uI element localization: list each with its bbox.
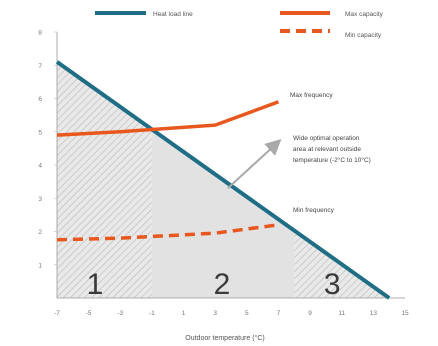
x-tick-label: -1	[149, 310, 155, 317]
zone-1-label: 1	[87, 268, 104, 301]
y-tick-label: 6	[38, 96, 42, 103]
y-tick-label: 3	[38, 196, 42, 203]
x-tick-label: 3	[213, 310, 217, 317]
y-tick-label: 5	[38, 129, 42, 136]
y-tick-label: 8	[38, 30, 42, 37]
series-line-max_capacity	[56, 100, 280, 137]
legend: Heat load line Max capacity Min capacity	[95, 11, 384, 39]
x-tick-label: 7	[277, 310, 281, 317]
annotations-layer: Max frequency Min frequency Wide optimal o…	[227, 92, 371, 214]
x-tick-label: 13	[370, 310, 378, 317]
zone-3-label: 3	[324, 268, 341, 301]
series-line-heat_load	[55, 60, 391, 300]
y-tick-label: 1	[38, 262, 42, 269]
annotation-wide-line-2: area at relevant outside	[293, 146, 361, 153]
x-axis-label: Outdoor temperature (°C)	[185, 334, 264, 342]
x-tick-label: 9	[308, 310, 312, 317]
series-layer	[55, 60, 391, 300]
legend-min-capacity-label: Min capacity	[345, 32, 382, 39]
annotation-wide-line-3: temperature (-2°C to 10°C)	[293, 156, 371, 164]
annotation-max-frequency: Max frequency	[290, 92, 333, 99]
y-tick-label: 2	[38, 229, 42, 236]
x-tick-label: -5	[86, 310, 92, 317]
annotation-min-frequency: Min frequency	[293, 207, 335, 214]
zone-2-label: 2	[214, 268, 231, 301]
x-tick-label: 1	[182, 310, 186, 317]
annotation-wide-line-1: Wide optimal operation	[293, 135, 360, 142]
x-tick-label: 15	[401, 310, 409, 317]
annotation-arrow	[227, 139, 282, 190]
x-tick-label: 11	[338, 310, 345, 317]
x-tick-label: -7	[54, 310, 60, 317]
y-tick-label: 4	[38, 163, 42, 170]
zone-2-area	[151, 129, 295, 298]
legend-heat-load-label: Heat load line	[153, 11, 193, 18]
legend-max-capacity-label: Max capacity	[345, 11, 384, 18]
x-tick-label: -3	[117, 310, 123, 317]
x-tick-label: 5	[245, 310, 249, 317]
y-tick-label: 7	[38, 63, 42, 70]
